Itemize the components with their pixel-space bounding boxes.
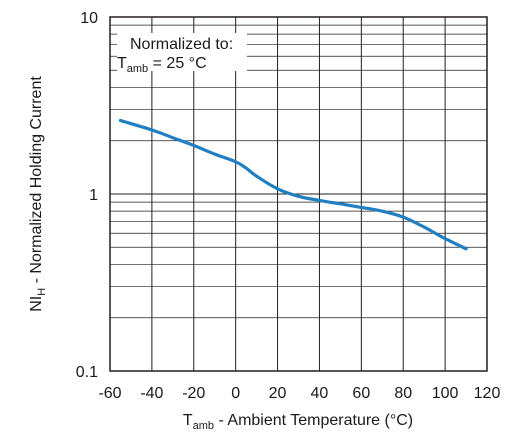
data-series: [118, 118, 468, 251]
x-tick-label: 120: [474, 385, 501, 402]
y-axis-label-subscript: H: [36, 288, 48, 296]
normalization-note: Normalized to: Tamb = 25 °C: [117, 33, 247, 75]
x-tick-label: 60: [352, 385, 370, 402]
x-tick-labels: -60 -40 -20 0 20 40 60 80 100 120: [98, 385, 500, 402]
y-tick-labels: 0.1 1 10: [76, 10, 98, 381]
y-tick-label: 1: [89, 187, 98, 204]
x-axis-label-subscript: amb: [193, 420, 214, 432]
x-axis-label-symbol: T: [183, 412, 193, 429]
x-tick-label: 20: [269, 385, 287, 402]
x-tick-label: 0: [231, 385, 240, 402]
x-tick-label: 80: [394, 385, 412, 402]
note-t-value: = 25 °C: [148, 55, 206, 72]
x-axis-label: Tamb - Ambient Temperature (°C): [183, 412, 413, 432]
note-t-subscript: amb: [127, 63, 148, 75]
x-tick-label: 40: [311, 385, 329, 402]
x-tick-label: 100: [432, 385, 459, 402]
plot-frame: [109, 16, 488, 372]
y-axis-label-text: - Normalized Holding Current: [28, 76, 45, 288]
y-tick-label: 0.1: [76, 364, 98, 381]
holding-current-curve: [118, 118, 468, 251]
x-tick-label: -60: [98, 385, 121, 402]
normalization-note-line1: Normalized to:: [130, 36, 233, 53]
y-tick-label: 10: [80, 10, 98, 27]
chart-grid: [110, 17, 487, 371]
normalization-note-background: [117, 33, 247, 71]
note-t-symbol: T: [117, 55, 127, 72]
x-tick-label: -40: [140, 385, 163, 402]
y-axis-label: NIH - Normalized Holding Current: [28, 76, 48, 312]
x-axis-label-text: - Ambient Temperature (°C): [214, 412, 413, 429]
y-axis-label-symbol: NI: [28, 296, 45, 312]
x-tick-label: -20: [182, 385, 205, 402]
normalization-note-line2: Tamb = 25 °C: [117, 55, 207, 75]
